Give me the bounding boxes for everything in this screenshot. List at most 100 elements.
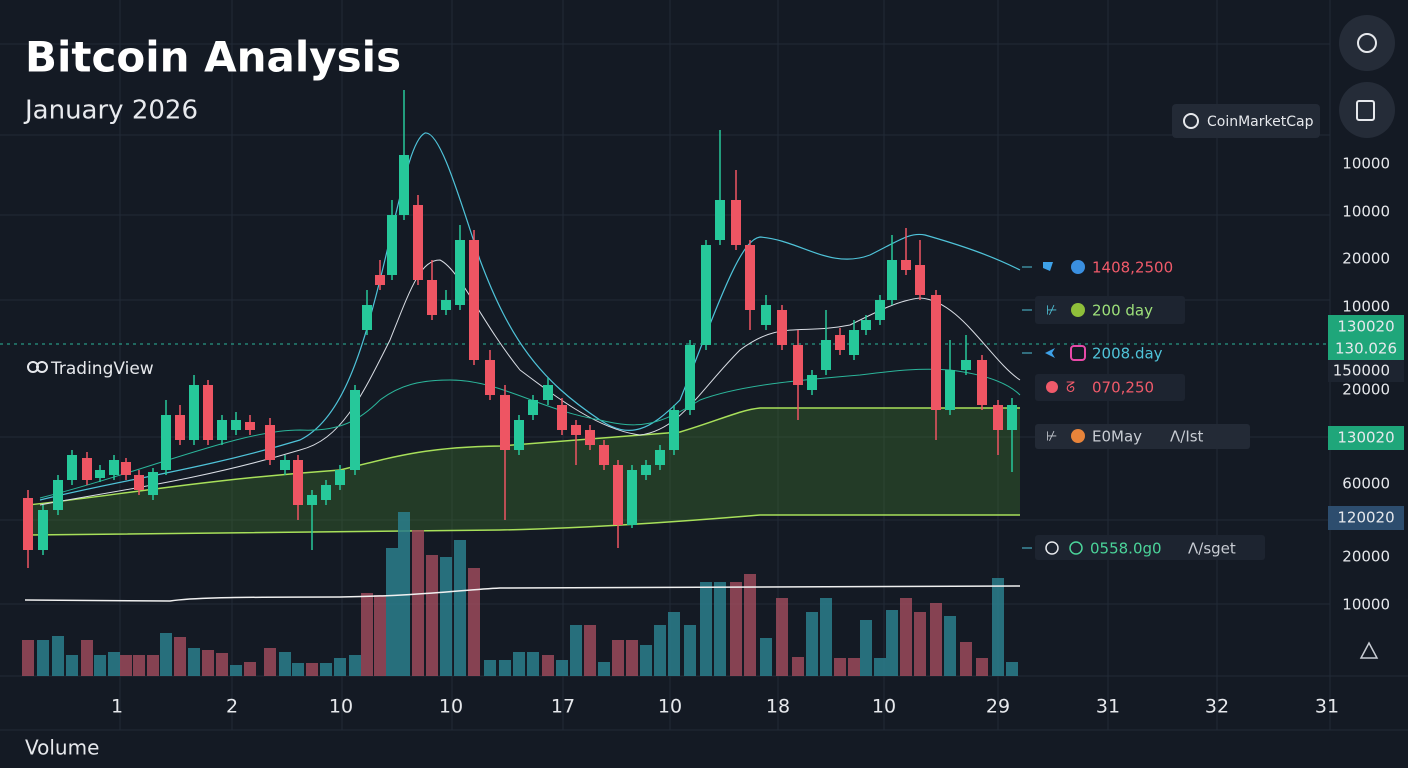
volume-bar: [94, 655, 106, 676]
volume-bar: [527, 652, 539, 676]
candle-body: [362, 305, 372, 330]
volume-bar: [513, 652, 525, 676]
volume-bar: [992, 578, 1004, 676]
volume-bar: [386, 548, 398, 676]
scroll-icon[interactable]: [1359, 641, 1379, 659]
volume-bar: [120, 655, 132, 676]
candle-body: [543, 385, 553, 400]
volume-bar: [374, 595, 386, 676]
volume-bar: [886, 610, 898, 676]
volume-bar: [542, 655, 554, 676]
price-badge: 120020: [1337, 509, 1394, 527]
candle-body: [514, 420, 524, 450]
tradingview-label: TradingView: [50, 359, 154, 379]
candle-body: [835, 335, 845, 350]
candle-body: [350, 390, 360, 470]
x-label: 29: [986, 696, 1010, 718]
candle-body: [148, 472, 158, 495]
volume-bar: [640, 645, 652, 676]
x-axis: 1 2 10 10 17 10 18 10 29 31 32 31: [111, 696, 1339, 718]
candle-body: [399, 155, 409, 215]
x-label: 10: [439, 696, 463, 718]
candle-body: [793, 345, 803, 385]
subtitle: January 2026: [23, 96, 198, 126]
volume-bar: [914, 612, 926, 676]
candle-body: [189, 385, 199, 440]
candle-body: [961, 360, 971, 370]
candle-body: [161, 415, 171, 470]
candle-body: [599, 445, 609, 465]
volume-bar: [584, 625, 596, 676]
candle-body: [321, 485, 331, 500]
volume-bar: [714, 582, 726, 676]
y-label: 60000: [1342, 475, 1390, 493]
candle-body: [761, 305, 771, 325]
candle-body: [887, 260, 897, 300]
volume-bar: [744, 574, 756, 676]
coinmarketcap-label: CoinMarketCap: [1207, 114, 1314, 130]
candle-body: [95, 470, 105, 478]
volume-bar: [776, 598, 788, 676]
volume-bar: [700, 582, 712, 676]
svg-text:⊬: ⊬: [1046, 304, 1057, 319]
price-badge: 130020: [1337, 429, 1394, 447]
volume-bar: [244, 662, 256, 676]
volume-bar: [454, 540, 466, 676]
candle-body: [701, 245, 711, 345]
volume-bar: [834, 658, 846, 676]
candle-body: [38, 510, 48, 550]
coinmarketcap-badge[interactable]: CoinMarketCap: [1172, 104, 1320, 138]
band-fill: [28, 408, 1020, 535]
volume-bar: [944, 616, 956, 676]
volume-bar: [570, 625, 582, 676]
volume-bar: [292, 663, 304, 676]
volume-bar: [484, 660, 496, 676]
legend: 1408,2500 ⊬ 200 day 2008.day ᘔ 070,250 ⊬…: [1022, 259, 1265, 560]
candle-body: [203, 385, 213, 440]
x-label: 10: [872, 696, 896, 718]
volume-bar: [1006, 662, 1018, 676]
volume-bar: [202, 650, 214, 676]
candle-body: [875, 300, 885, 320]
toolbar-button[interactable]: [1339, 82, 1395, 138]
volume-bar: [820, 598, 832, 676]
volume-bar: [499, 660, 511, 676]
candle-body: [469, 240, 479, 360]
legend-extra: Λ/Ist: [1170, 428, 1204, 446]
volume-bar: [900, 598, 912, 676]
tradingview-logo: TradingView: [27, 359, 154, 379]
y-label: 20000: [1342, 250, 1390, 268]
volume-bar: [860, 620, 872, 676]
toolbar-button[interactable]: [1339, 15, 1395, 71]
candle-body: [641, 465, 651, 475]
y-label: 10000: [1342, 596, 1390, 614]
band-lower: [27, 514, 1020, 536]
volume-bar: [279, 652, 291, 676]
legend-label: E0May: [1092, 428, 1142, 446]
volume-bar: [960, 642, 972, 676]
candle-body: [557, 405, 567, 430]
volume-bar: [874, 658, 886, 676]
volume-bar: [806, 612, 818, 676]
candle-body: [777, 310, 787, 345]
legend-label: 1408,2500: [1092, 259, 1173, 277]
legend-label: 070,250: [1092, 379, 1154, 397]
y-label: 20000: [1342, 548, 1390, 566]
band-upper: [27, 407, 1020, 506]
candle-body: [585, 430, 595, 445]
candle-body: [613, 465, 623, 525]
candle-body: [977, 360, 987, 405]
volume-bar: [22, 640, 34, 676]
volume-bar: [612, 640, 624, 676]
volume-bar: [426, 555, 438, 676]
candle-body: [335, 470, 345, 485]
volume-bar: [37, 640, 49, 676]
candle-body: [231, 420, 241, 430]
volume-bar: [108, 652, 120, 676]
price-badge: 130020: [1337, 318, 1394, 336]
candle-body: [669, 410, 679, 450]
volume-bar: [188, 648, 200, 676]
candle-body: [265, 425, 275, 460]
candle-body: [109, 460, 119, 475]
